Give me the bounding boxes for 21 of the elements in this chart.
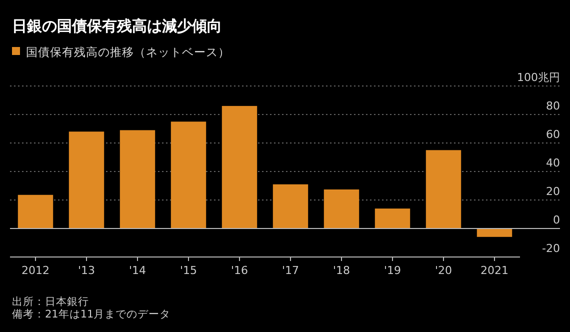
y-tick-label: 40 [546,156,560,170]
x-tick-label: 2012 [22,264,50,277]
x-tick-label: 2021 [480,264,508,277]
y-tick-label: 100兆円 [517,71,560,84]
x-tick-label: '16 [230,264,248,277]
y-tick-label: 60 [546,128,560,141]
x-tick-label: '18 [332,264,350,277]
text: 出所：日本銀行 [12,295,89,308]
x-tick-label: '15 [180,264,198,277]
y-tick-label: 0 [553,214,560,226]
text: 備考：21年は11月までのデータ [12,308,171,320]
y-tick-label: -20 [542,242,560,255]
y-tick-label: 20 [546,185,560,198]
x-tick-label: '14 [128,264,146,277]
chart-title: 日銀の国債保有残高は減少傾向 [12,17,222,35]
y-tick-label: 80 [546,100,560,112]
legend: 国債保有残高の推移（ネットベース） [12,45,230,59]
x-tick-label: '17 [282,264,300,277]
x-tick-label: '13 [78,264,96,277]
x-tick-label: '20 [434,264,452,277]
x-tick-label: '19 [384,264,402,277]
